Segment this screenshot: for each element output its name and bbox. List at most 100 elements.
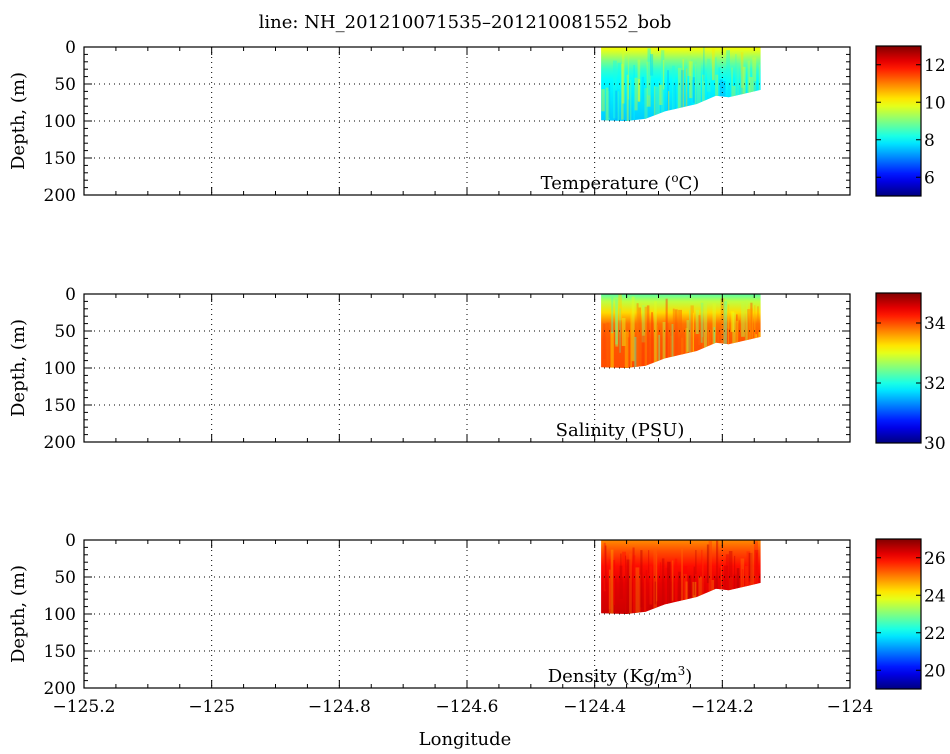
texture-streak: [712, 303, 716, 368]
texture-streak: [644, 306, 647, 368]
texture-streak: [681, 70, 685, 121]
panel-label: Density (Kg/m3): [548, 664, 693, 687]
x-tick-label: −124.6: [436, 697, 499, 717]
texture-streak: [632, 547, 635, 603]
texture-streak: [615, 298, 618, 345]
texture-streak: [624, 331, 629, 368]
texture-streak: [711, 48, 715, 81]
texture-streak: [659, 84, 663, 105]
y-tick-label: 0: [65, 38, 76, 58]
texture-streak: [672, 65, 675, 117]
texture-streak: [672, 308, 675, 366]
texture-streak: [731, 67, 733, 121]
texture-streak: [750, 545, 754, 586]
x-tick-label: −125.2: [53, 697, 116, 717]
texture-streak: [736, 568, 740, 592]
texture-streak: [719, 567, 723, 597]
texture-streak: [694, 63, 697, 121]
texture-streak: [621, 318, 626, 346]
texture-streak: [639, 574, 641, 614]
texture-streak: [648, 550, 650, 574]
texture-streak: [617, 91, 620, 121]
texture-streak: [603, 542, 606, 592]
texture-streak: [732, 312, 736, 368]
texture-streak: [683, 573, 687, 614]
texture-streak: [695, 309, 700, 334]
y-tick-label: 100: [44, 605, 76, 625]
x-tick-label: −124.2: [691, 697, 754, 717]
texture-streak: [692, 77, 695, 103]
texture-streak: [615, 90, 618, 121]
texture-streak: [723, 565, 728, 614]
texture-streak: [741, 302, 745, 337]
y-axis-title: Depth, (m): [8, 72, 29, 170]
texture-streak: [693, 566, 696, 596]
texture-streak: [613, 60, 617, 119]
texture-streak: [645, 570, 648, 614]
texture-streak: [736, 314, 738, 368]
texture-streak: [670, 335, 674, 368]
texture-streak: [656, 553, 658, 602]
colorbar-tick-label: 26: [924, 549, 946, 569]
texture-streak: [754, 549, 759, 576]
texture-streak: [608, 569, 611, 614]
y-tick-label: 150: [44, 149, 76, 169]
texture-streak: [630, 308, 632, 368]
texture-streak: [727, 304, 730, 353]
texture-streak: [653, 549, 657, 614]
texture-streak: [650, 54, 654, 76]
texture-streak: [641, 305, 646, 343]
texture-streak: [689, 61, 693, 99]
texture-streak: [747, 60, 751, 115]
texture-streak: [620, 553, 622, 580]
y-tick-label: 50: [54, 75, 76, 95]
texture-streak: [630, 79, 632, 121]
texture-streak: [683, 566, 688, 614]
texture-streak: [757, 306, 759, 368]
texture-streak: [629, 553, 632, 614]
texture-streak: [707, 58, 711, 92]
texture-streak: [680, 337, 684, 368]
panel-3: 0 50 100 150 200−125.2 −125 −124.8 −124.6 −124.4…: [8, 531, 946, 717]
texture-streak: [668, 91, 670, 121]
texture-streak: [750, 302, 753, 340]
texture-streak: [605, 87, 609, 121]
texture-streak: [701, 549, 703, 572]
texture-streak: [608, 85, 611, 118]
texture-streak: [736, 63, 740, 109]
texture-streak: [606, 322, 610, 368]
texture-streak: [688, 575, 692, 614]
texture-streak: [601, 89, 605, 112]
texture-streak: [678, 571, 681, 614]
texture-streak: [702, 74, 705, 119]
texture-streak: [740, 558, 745, 600]
texture-streak: [651, 312, 653, 365]
texture-streak: [635, 567, 640, 614]
texture-streak: [670, 581, 673, 614]
texture-streak: [607, 331, 609, 368]
texture-streak: [747, 309, 751, 368]
texture-streak: [715, 57, 717, 119]
texture-streak: [634, 77, 638, 111]
colorbar-tick-label: 32: [924, 374, 946, 394]
texture-streak: [752, 57, 757, 100]
texture-streak: [658, 81, 661, 121]
texture-streak: [654, 581, 657, 605]
texture-streak: [637, 79, 641, 102]
texture-streak: [700, 302, 704, 343]
texture-streak: [709, 330, 711, 352]
texture-streak: [658, 334, 661, 368]
texture-streak: [615, 578, 617, 614]
texture-streak: [698, 576, 702, 614]
texture-streak: [748, 552, 753, 582]
texture-streak: [677, 67, 682, 121]
texture-streak: [742, 66, 746, 105]
texture-streak: [606, 90, 610, 120]
texture-streak: [633, 65, 635, 121]
texture-streak: [728, 551, 733, 602]
texture-streak: [627, 53, 630, 100]
colorbar: 6 8 10 12: [875, 45, 946, 197]
texture-streak: [685, 581, 688, 614]
texture-streak: [655, 86, 659, 121]
texture-streak: [708, 329, 712, 359]
